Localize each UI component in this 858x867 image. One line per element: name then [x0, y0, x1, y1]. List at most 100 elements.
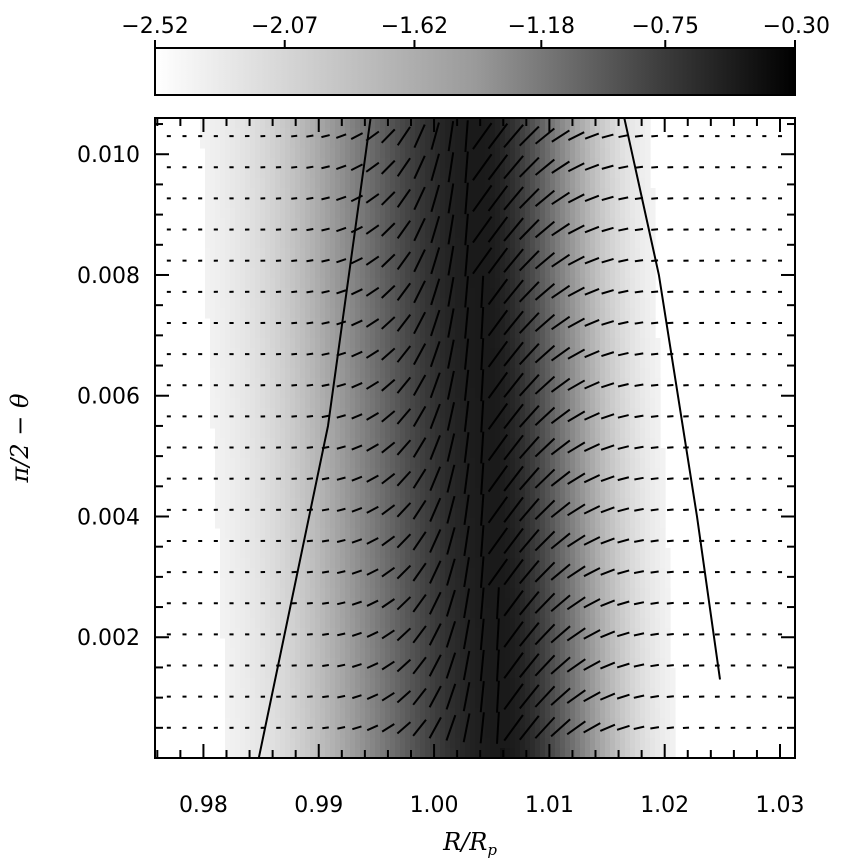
heat-cell — [390, 388, 396, 399]
heat-cell — [400, 268, 406, 279]
heat-cell — [575, 608, 581, 619]
heat-cell — [625, 278, 631, 289]
heat-cell — [445, 368, 451, 379]
heat-cell — [420, 668, 426, 679]
heat-cell — [210, 368, 216, 379]
heat-cell — [400, 458, 406, 469]
heat-cell — [220, 328, 226, 339]
heat-cell — [235, 668, 241, 679]
heat-cell — [455, 578, 461, 589]
heat-cell — [265, 248, 271, 259]
heat-cell — [585, 548, 591, 559]
heat-cell — [580, 138, 586, 149]
heat-cell — [585, 488, 591, 499]
heat-cell — [410, 598, 416, 609]
heat-cell — [615, 528, 621, 539]
heat-cell — [270, 648, 276, 659]
heat-cell — [525, 208, 531, 219]
heat-cell — [570, 548, 576, 559]
heat-cell — [290, 298, 296, 309]
heat-cell — [210, 248, 216, 259]
heat-cell — [225, 338, 231, 349]
heat-cell — [390, 488, 396, 499]
heat-cell — [265, 158, 271, 169]
heat-cell — [665, 578, 671, 589]
heat-cell — [250, 608, 256, 619]
heat-cell — [455, 178, 461, 189]
heat-cell — [295, 638, 301, 649]
heat-cell — [430, 308, 436, 319]
heat-cell — [570, 148, 576, 159]
heat-cell — [205, 168, 211, 179]
heat-cell — [510, 298, 516, 309]
heat-cell — [230, 368, 236, 379]
heat-cell — [540, 618, 546, 629]
heat-cell — [215, 518, 221, 529]
heat-cell — [255, 288, 261, 299]
heat-cell — [620, 638, 626, 649]
heat-cell — [455, 198, 461, 209]
heat-cell — [315, 268, 321, 279]
heat-cell — [475, 658, 481, 669]
heat-cell — [350, 358, 356, 369]
heat-cell — [340, 608, 346, 619]
heat-cell — [255, 538, 261, 549]
heat-cell — [640, 308, 646, 319]
heat-cell — [350, 148, 356, 159]
heat-cell — [235, 648, 241, 659]
heat-cell — [425, 128, 431, 139]
heat-cell — [605, 338, 611, 349]
heat-cell — [305, 258, 311, 269]
heat-cell — [375, 178, 381, 189]
heat-cell — [605, 208, 611, 219]
heat-cell — [475, 208, 481, 219]
heat-cell — [415, 368, 421, 379]
heat-cell — [275, 308, 281, 319]
heat-cell — [375, 508, 381, 519]
heat-cell — [660, 518, 666, 529]
heat-cell — [300, 608, 306, 619]
heat-cell — [435, 448, 441, 459]
heat-cell — [515, 118, 521, 129]
heat-cell — [565, 458, 571, 469]
heat-cell — [330, 448, 336, 459]
heat-cell — [585, 218, 591, 229]
heat-cell — [665, 648, 671, 659]
heat-cell — [290, 518, 296, 529]
heat-cell — [410, 458, 416, 469]
heat-cell — [220, 588, 226, 599]
heat-cell — [310, 428, 316, 439]
heat-cell — [425, 338, 431, 349]
heat-cell — [360, 328, 366, 339]
heat-cell — [455, 328, 461, 339]
heat-cell — [345, 248, 351, 259]
heat-cell — [225, 188, 231, 199]
heat-cell — [360, 458, 366, 469]
heat-cell — [355, 328, 361, 339]
heat-cell — [255, 238, 261, 249]
heat-cell — [395, 548, 401, 559]
heat-cell — [530, 208, 536, 219]
heat-cell — [260, 498, 266, 509]
heat-cell — [565, 198, 571, 209]
heat-cell — [260, 308, 266, 319]
heat-cell — [625, 588, 631, 599]
heat-cell — [550, 268, 556, 279]
heat-cell — [300, 518, 306, 529]
heat-cell — [255, 488, 261, 499]
heat-cell — [260, 248, 266, 259]
heat-cell — [245, 458, 251, 469]
heat-cell — [455, 288, 461, 299]
heat-cell — [525, 278, 531, 289]
heat-cell — [405, 548, 411, 559]
heat-cell — [240, 398, 246, 409]
heat-cell — [225, 208, 231, 219]
heat-cell — [310, 138, 316, 149]
heat-cell — [245, 608, 251, 619]
heat-cell — [240, 138, 246, 149]
heat-cell — [650, 638, 656, 649]
heat-cell — [365, 298, 371, 309]
heat-cell — [345, 488, 351, 499]
heat-cell — [220, 528, 226, 539]
heat-cell — [215, 468, 221, 479]
